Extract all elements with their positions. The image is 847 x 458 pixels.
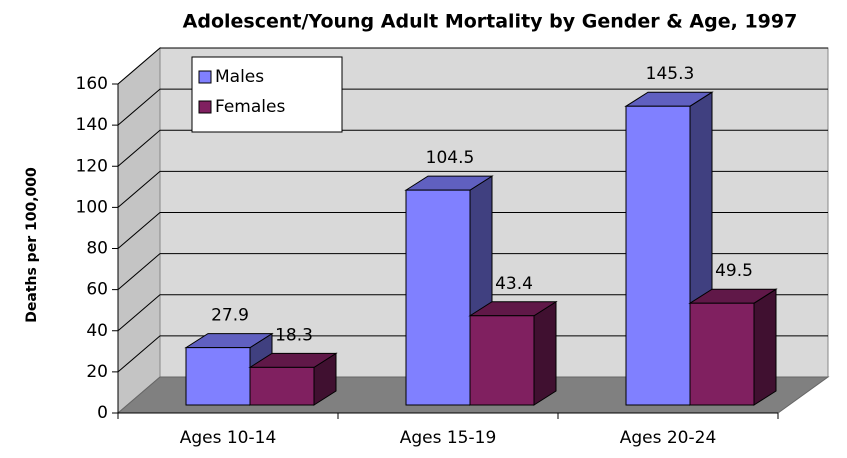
legend-label: Males bbox=[215, 67, 264, 87]
y-tick-label: 0 bbox=[97, 403, 108, 423]
value-label: 27.9 bbox=[211, 306, 249, 326]
y-axis-label: Deaths per 100,000 bbox=[24, 167, 40, 323]
grid-line bbox=[117, 253, 828, 291]
bar-side bbox=[533, 300, 557, 406]
grid-line bbox=[117, 294, 828, 332]
x-tick-label: Ages 10-14 bbox=[180, 428, 277, 448]
bar-side bbox=[753, 288, 777, 406]
y-tick-label: 100 bbox=[76, 197, 108, 217]
y-tick-label: 20 bbox=[86, 362, 108, 382]
legend-swatch bbox=[198, 70, 212, 84]
x-tick-label: Ages 20-24 bbox=[620, 428, 717, 448]
legend-label: Females bbox=[215, 97, 285, 117]
bar bbox=[625, 105, 691, 406]
value-label: 145.3 bbox=[646, 64, 695, 84]
value-label: 49.5 bbox=[715, 261, 753, 281]
grid-line bbox=[117, 335, 828, 373]
bar bbox=[469, 315, 535, 406]
bar bbox=[405, 189, 471, 406]
y-tick-label: 160 bbox=[76, 74, 108, 94]
chart-title: Adolescent/Young Adult Mortality by Gend… bbox=[183, 11, 798, 33]
y-tick-label: 40 bbox=[86, 321, 108, 341]
y-tick-label: 120 bbox=[76, 156, 108, 176]
y-tick-label: 80 bbox=[86, 239, 108, 259]
value-label: 104.5 bbox=[426, 148, 475, 168]
bar bbox=[689, 302, 755, 406]
y-tick-label: 140 bbox=[76, 115, 108, 135]
grid-line bbox=[117, 88, 828, 126]
legend-swatch bbox=[198, 100, 212, 114]
x-tick-label: Ages 15-19 bbox=[400, 428, 497, 448]
value-label: 43.4 bbox=[495, 274, 533, 294]
grid-line bbox=[117, 170, 828, 208]
value-label: 18.3 bbox=[275, 325, 313, 345]
grid-line bbox=[117, 212, 828, 249]
bar bbox=[249, 366, 315, 406]
bar bbox=[185, 347, 251, 406]
grid-line bbox=[117, 129, 828, 167]
y-tick-label: 60 bbox=[86, 280, 108, 300]
legend-box bbox=[191, 56, 343, 133]
grid-line bbox=[117, 47, 828, 85]
